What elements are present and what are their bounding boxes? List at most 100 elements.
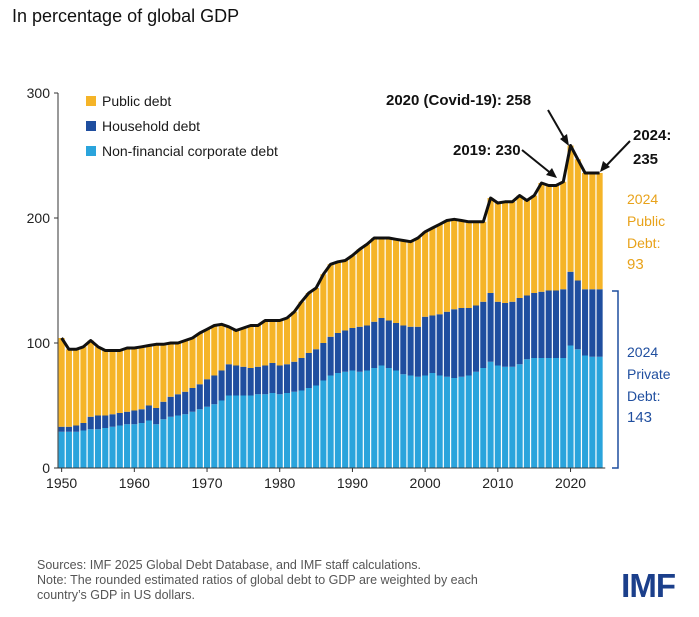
x-tick-label-1970: 1970 — [191, 475, 222, 491]
bar-public-1977 — [254, 325, 261, 367]
bar-household-2023 — [589, 289, 596, 357]
bar-corporate-1957 — [109, 426, 116, 468]
bar-household-1955 — [94, 415, 102, 430]
bar-public-1982 — [291, 311, 298, 362]
x-tick-label-2000: 2000 — [410, 475, 441, 491]
bar-household-1953 — [80, 423, 87, 431]
bar-public-1950 — [58, 338, 65, 427]
legend-label-public: Public debt — [102, 92, 172, 109]
bar-household-2018 — [552, 290, 560, 358]
arrow-2019 — [521, 149, 554, 176]
bar-household-1997 — [400, 325, 407, 375]
bar-corporate-2023 — [589, 356, 596, 468]
bar-public-2011 — [502, 201, 509, 303]
bar-corporate-1953 — [80, 430, 87, 468]
bar-household-1968 — [189, 388, 196, 412]
bar-household-1973 — [225, 364, 232, 396]
bar-household-1981 — [283, 364, 291, 393]
bar-corporate-1956 — [102, 428, 109, 468]
bar-public-1997 — [400, 240, 407, 326]
public-label-year: 2024 — [627, 191, 659, 207]
bar-corporate-1984 — [305, 388, 312, 468]
bar-corporate-1991 — [356, 371, 363, 468]
bar-corporate-1973 — [225, 395, 232, 468]
bar-corporate-1961 — [138, 423, 145, 468]
bar-household-1986 — [320, 343, 327, 381]
bar-public-1951 — [65, 349, 72, 427]
legend-item-public: Public debt — [86, 88, 278, 113]
covid-arrowhead — [560, 134, 569, 146]
bar-corporate-2015 — [531, 358, 538, 468]
bar-public-1967 — [182, 340, 189, 392]
bar-household-2000 — [422, 316, 429, 376]
bar-corporate-1960 — [131, 424, 138, 468]
bar-public-2001 — [429, 228, 436, 316]
bar-corporate-1958 — [116, 425, 123, 468]
bar-corporate-1966 — [174, 415, 181, 468]
bar-public-2021 — [574, 159, 581, 281]
legend-label-corporate: Non-financial corporate debt — [102, 142, 278, 159]
bar-public-1992 — [363, 244, 371, 326]
bar-public-2003 — [443, 220, 450, 312]
bar-household-1989 — [342, 330, 349, 372]
bar-public-2020 — [567, 145, 574, 272]
bar-public-1953 — [80, 346, 87, 423]
legend-swatch-corporate — [86, 145, 96, 156]
bar-public-2005 — [458, 220, 465, 308]
bar-household-1958 — [116, 413, 123, 426]
bar-public-1981 — [283, 318, 291, 365]
bar-household-2011 — [502, 303, 509, 367]
bar-household-2001 — [429, 315, 436, 373]
bar-corporate-1972 — [218, 400, 225, 468]
bar-corporate-1992 — [363, 370, 371, 468]
bar-public-2017 — [545, 185, 552, 291]
bar-corporate-2004 — [451, 378, 458, 468]
bar-public-1986 — [320, 274, 327, 343]
x-tick-label-1990: 1990 — [337, 475, 368, 491]
x-tick-label-1980: 1980 — [264, 475, 295, 491]
bar-corporate-1999 — [414, 376, 421, 468]
bar-household-1965 — [167, 396, 174, 417]
legend: Public debt Household debt Non-financial… — [86, 88, 278, 163]
bar-corporate-2008 — [480, 368, 487, 468]
bar-public-2015 — [531, 195, 538, 293]
bar-household-2004 — [451, 309, 458, 378]
bar-household-1972 — [218, 370, 225, 401]
bar-household-1980 — [276, 365, 283, 395]
bar-household-1967 — [182, 391, 189, 415]
bar-public-1994 — [378, 238, 385, 318]
footer-note: Note: The rounded estimated ratios of gl… — [37, 573, 478, 587]
bar-corporate-1967 — [182, 414, 189, 468]
bar-household-1975 — [240, 366, 247, 396]
bar-household-1963 — [153, 408, 160, 425]
bar-corporate-1983 — [298, 390, 305, 468]
bar-corporate-2011 — [502, 366, 509, 468]
arrowhead-2024 — [600, 161, 610, 172]
bar-corporate-1976 — [247, 395, 254, 468]
bar-public-1973 — [225, 326, 232, 365]
bar-public-2002 — [436, 224, 443, 315]
bar-household-1987 — [327, 336, 334, 376]
bar-public-1954 — [87, 340, 94, 417]
bar-public-1972 — [218, 324, 225, 371]
bar-household-2002 — [436, 314, 443, 376]
total-debt-outline — [60, 144, 600, 352]
bar-corporate-2022 — [582, 355, 589, 468]
bar-public-1960 — [131, 348, 138, 411]
bar-corporate-1989 — [342, 371, 349, 468]
bar-household-1999 — [414, 326, 421, 377]
bar-public-2013 — [516, 195, 523, 298]
private-label-line1: Private — [627, 366, 671, 382]
x-tick-label-1950: 1950 — [46, 475, 77, 491]
bar-household-2003 — [443, 311, 450, 377]
bar-corporate-1965 — [167, 416, 174, 468]
bar-public-1955 — [94, 346, 102, 416]
bar-public-1978 — [262, 320, 269, 366]
bar-public-1995 — [385, 238, 392, 321]
x-tick-label-2020: 2020 — [555, 475, 586, 491]
bar-household-1954 — [87, 416, 94, 430]
bar-household-1962 — [145, 405, 152, 421]
bar-household-1970 — [204, 379, 211, 407]
bar-corporate-2005 — [458, 376, 465, 468]
bar-corporate-1987 — [327, 375, 334, 468]
